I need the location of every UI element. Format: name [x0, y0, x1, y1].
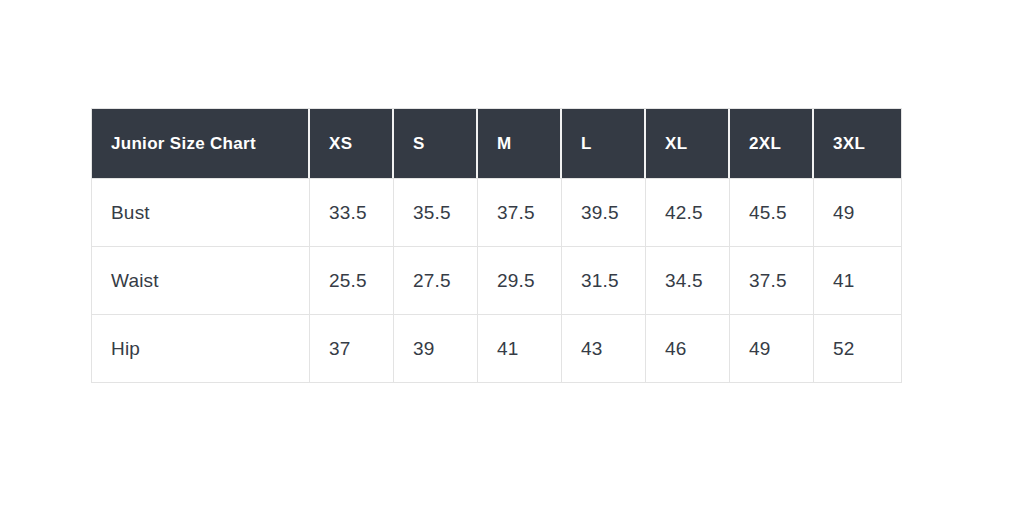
- value-cell: 29.5: [478, 246, 562, 314]
- value-cell: 42.5: [646, 178, 730, 246]
- value-cell: 46: [646, 314, 730, 382]
- size-chart: Junior Size Chart XS S M L XL 2XL 3XL Bu…: [92, 109, 901, 382]
- table-header-row: Junior Size Chart XS S M L XL 2XL 3XL: [92, 109, 901, 178]
- size-header-xs: XS: [310, 109, 394, 178]
- table-row-bust: Bust 33.5 35.5 37.5 39.5 42.5 45.5 49: [92, 178, 901, 246]
- value-cell: 27.5: [394, 246, 478, 314]
- value-cell: 49: [814, 178, 901, 246]
- page: Junior Size Chart XS S M L XL 2XL 3XL Bu…: [0, 0, 1009, 522]
- size-header-s: S: [394, 109, 478, 178]
- value-cell: 52: [814, 314, 901, 382]
- value-cell: 49: [730, 314, 814, 382]
- table-row-hip: Hip 37 39 41 43 46 49 52: [92, 314, 901, 382]
- value-cell: 34.5: [646, 246, 730, 314]
- value-cell: 33.5: [310, 178, 394, 246]
- value-cell: 31.5: [562, 246, 646, 314]
- value-cell: 37: [310, 314, 394, 382]
- size-header-2xl: 2XL: [730, 109, 814, 178]
- value-cell: 25.5: [310, 246, 394, 314]
- size-header-3xl: 3XL: [814, 109, 901, 178]
- table-row-waist: Waist 25.5 27.5 29.5 31.5 34.5 37.5 41: [92, 246, 901, 314]
- row-label-cell: Waist: [92, 246, 310, 314]
- size-header-m: M: [478, 109, 562, 178]
- value-cell: 37.5: [730, 246, 814, 314]
- value-cell: 43: [562, 314, 646, 382]
- row-label-cell: Hip: [92, 314, 310, 382]
- value-cell: 45.5: [730, 178, 814, 246]
- value-cell: 35.5: [394, 178, 478, 246]
- value-cell: 37.5: [478, 178, 562, 246]
- table-title-cell: Junior Size Chart: [92, 109, 310, 178]
- size-header-xl: XL: [646, 109, 730, 178]
- size-header-l: L: [562, 109, 646, 178]
- value-cell: 41: [478, 314, 562, 382]
- row-label-cell: Bust: [92, 178, 310, 246]
- value-cell: 39.5: [562, 178, 646, 246]
- junior-size-chart-table: Junior Size Chart XS S M L XL 2XL 3XL Bu…: [91, 108, 902, 383]
- value-cell: 41: [814, 246, 901, 314]
- value-cell: 39: [394, 314, 478, 382]
